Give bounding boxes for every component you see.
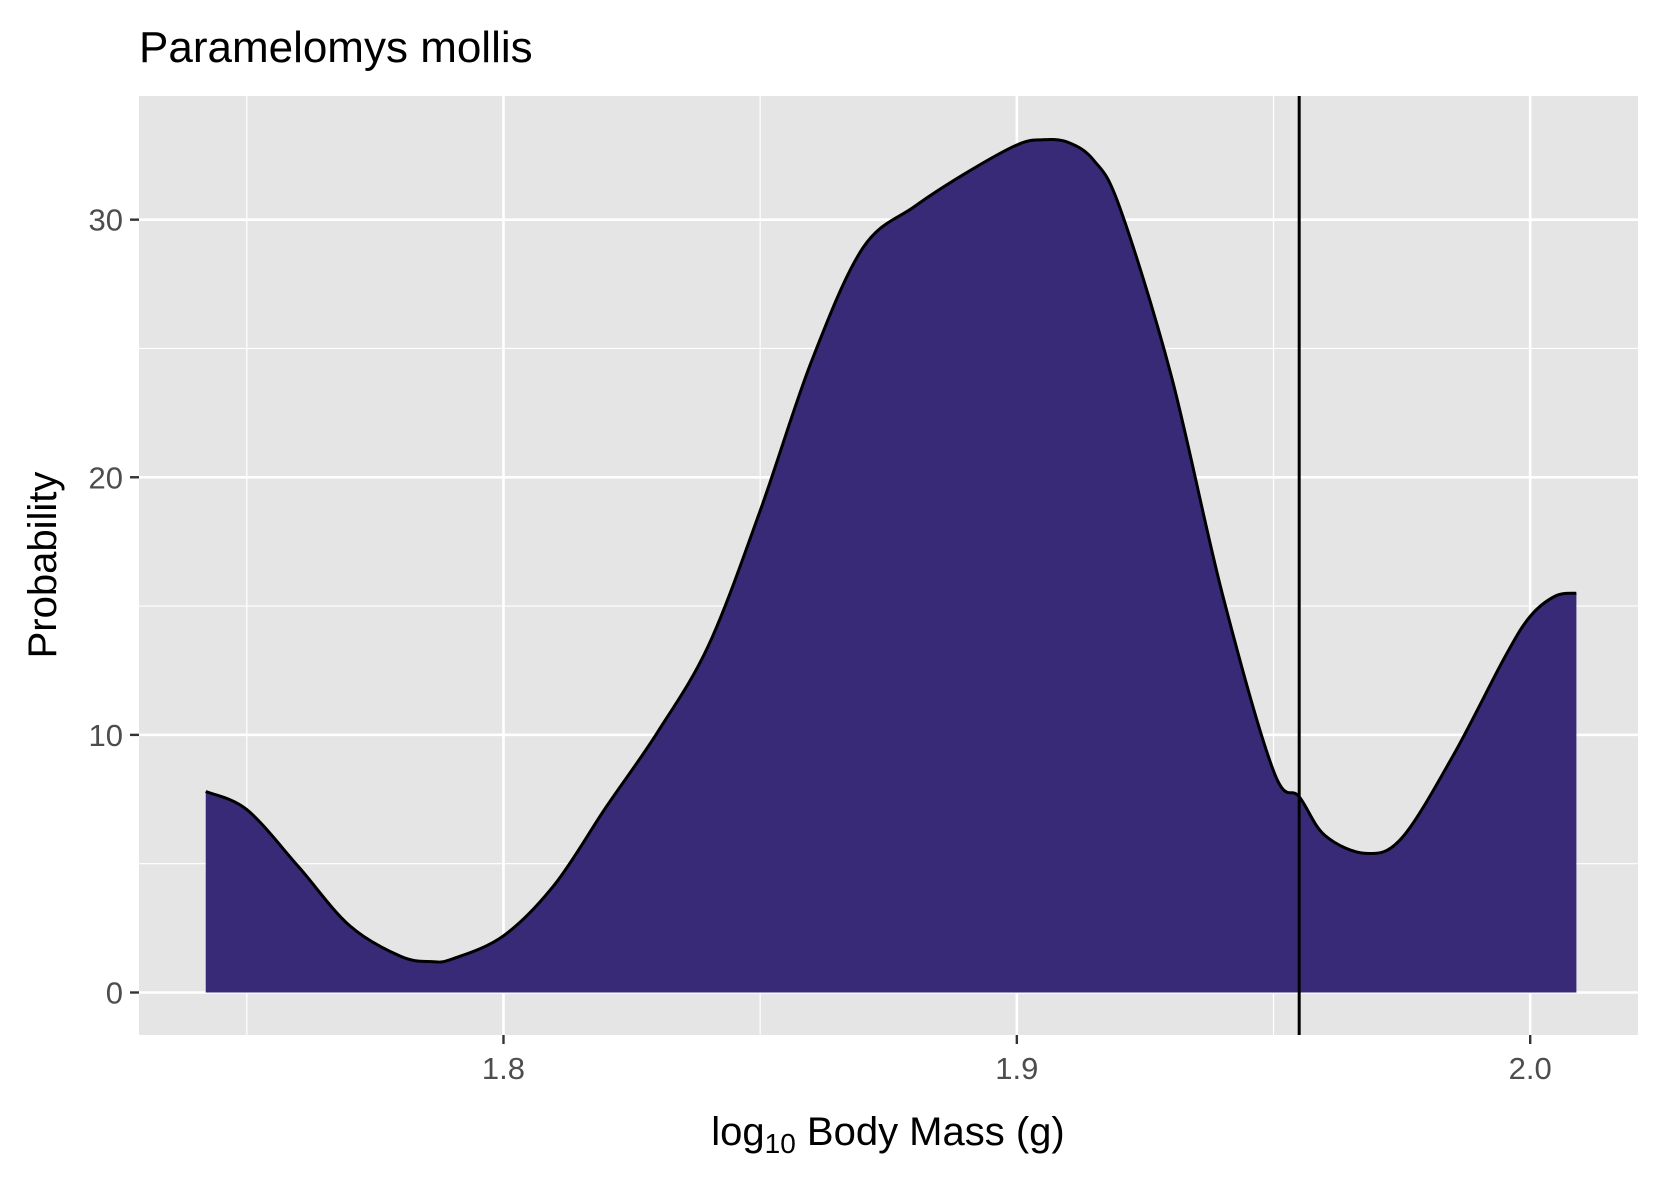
x-tick-label: 2.0: [1509, 1051, 1552, 1086]
chart-title: Paramelomys mollis: [139, 23, 533, 72]
y-tick-label: 30: [89, 203, 123, 238]
x-tick-label: 1.8: [482, 1051, 525, 1086]
y-axis: 0 10 20 30: [89, 203, 139, 1010]
y-tick-label: 10: [89, 718, 123, 753]
density-curve: [205, 138, 1577, 964]
x-axis: 1.8 1.9 2.0: [482, 1035, 1552, 1086]
y-tick-label: 0: [106, 975, 123, 1010]
density-area: [205, 139, 1577, 993]
y-tick-label: 20: [89, 460, 123, 495]
x-axis-title: log10 Body Mass (g): [711, 1110, 1065, 1159]
y-axis-title: Probability: [21, 472, 65, 659]
x-tick-label: 1.9: [995, 1051, 1038, 1086]
